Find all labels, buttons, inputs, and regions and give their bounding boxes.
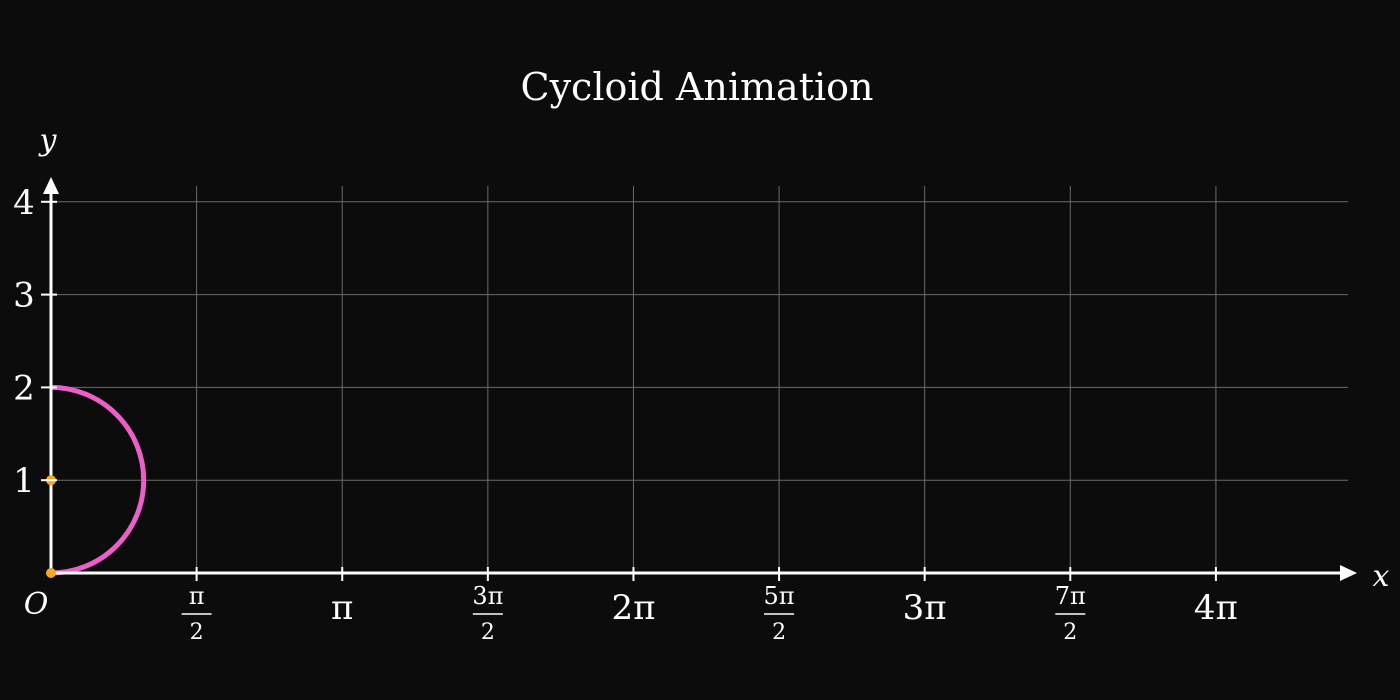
y-tick-label: 4 (13, 183, 35, 223)
y-tick-label: 3 (13, 276, 35, 316)
x-tick-label-numerator: 7π (1055, 582, 1086, 610)
y-tick-label: 2 (13, 368, 35, 408)
chart-title: Cycloid Animation (521, 65, 874, 109)
origin-label: O (24, 587, 49, 622)
x-tick-label-denominator: 2 (481, 620, 495, 645)
x-axis-label: x (1373, 559, 1390, 594)
y-axis-label: y (38, 123, 58, 158)
x-tick-label-numerator: 3π (472, 582, 503, 610)
x-tick-label: 3π (903, 588, 947, 628)
x-tick-label-denominator: 2 (190, 620, 204, 645)
tracing-point (46, 568, 56, 578)
grid (51, 186, 1348, 573)
x-tick-label: π (331, 588, 353, 628)
x-tick-label-denominator: 2 (772, 620, 786, 645)
axes (43, 177, 1357, 581)
x-tick-label-numerator: 5π (764, 582, 795, 610)
y-axis-arrow (43, 177, 59, 194)
x-tick-label-numerator: π (189, 582, 205, 610)
x-axis-arrow (1340, 565, 1357, 581)
x-tick-label: 2π (611, 588, 655, 628)
y-tick-label: 1 (13, 461, 35, 501)
rolling-circle (50, 384, 147, 576)
x-tick-label-denominator: 2 (1063, 620, 1077, 645)
x-tick-label: 4π (1194, 588, 1238, 628)
